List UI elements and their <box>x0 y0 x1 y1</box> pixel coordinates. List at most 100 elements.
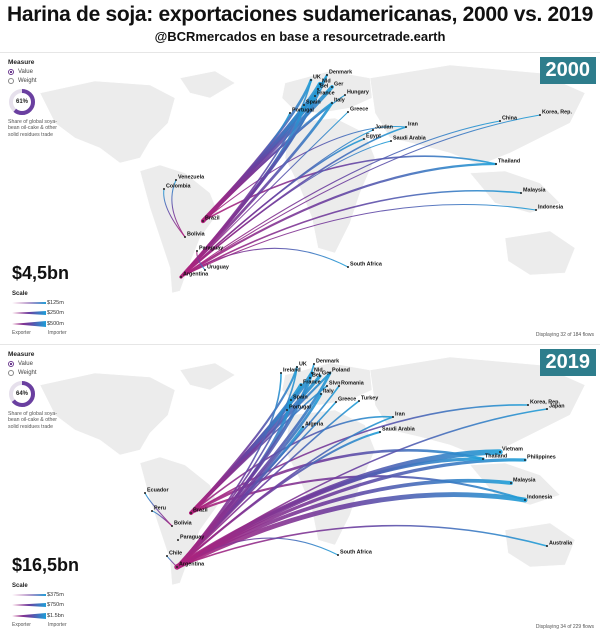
country-marker[interactable] <box>311 372 313 374</box>
trade-flow[interactable] <box>176 537 339 568</box>
trade-flow[interactable] <box>180 79 312 278</box>
radio-icon[interactable] <box>8 69 14 75</box>
radio-icon[interactable] <box>8 370 14 376</box>
trade-flow[interactable] <box>176 408 548 568</box>
trade-flow[interactable] <box>176 363 315 568</box>
trade-flow[interactable] <box>196 250 206 271</box>
country-marker[interactable] <box>290 399 292 401</box>
country-marker[interactable] <box>319 375 321 377</box>
country-marker[interactable] <box>347 111 349 113</box>
trade-flow[interactable] <box>202 125 407 222</box>
country-marker[interactable] <box>510 482 512 484</box>
country-marker[interactable] <box>546 408 548 410</box>
weight-option[interactable]: Weight <box>8 370 78 376</box>
country-marker[interactable] <box>363 138 365 140</box>
trade-flow[interactable] <box>179 162 498 279</box>
country-marker[interactable] <box>166 555 168 557</box>
trade-flow[interactable] <box>176 524 548 568</box>
country-marker[interactable] <box>546 545 548 547</box>
country-marker[interactable] <box>358 400 360 402</box>
country-marker[interactable] <box>344 94 346 96</box>
country-marker[interactable] <box>202 220 204 222</box>
country-label: Italy <box>334 98 345 104</box>
country-marker[interactable] <box>317 88 319 90</box>
country-marker[interactable] <box>535 209 537 211</box>
trade-flow[interactable] <box>180 111 349 278</box>
country-marker[interactable] <box>337 554 339 556</box>
trade-flow[interactable] <box>176 400 360 568</box>
country-marker[interactable] <box>482 458 484 460</box>
value-option[interactable]: Value <box>8 69 78 75</box>
trade-flow[interactable] <box>180 126 407 278</box>
country-marker[interactable] <box>180 276 182 278</box>
country-label: Hungary <box>347 90 369 96</box>
trade-flow[interactable] <box>163 188 186 238</box>
country-marker[interactable] <box>163 188 165 190</box>
country-marker[interactable] <box>302 426 304 428</box>
country-marker[interactable] <box>144 492 146 494</box>
country-marker[interactable] <box>190 512 192 514</box>
trade-flow[interactable] <box>180 120 501 278</box>
country-marker[interactable] <box>520 192 522 194</box>
country-marker[interactable] <box>347 266 349 268</box>
country-marker[interactable] <box>379 431 381 433</box>
trade-flow[interactable] <box>171 179 186 238</box>
weight-option[interactable]: Weight <box>8 78 78 84</box>
country-marker[interactable] <box>495 163 497 165</box>
country-marker[interactable] <box>303 104 305 106</box>
country-marker[interactable] <box>176 566 178 568</box>
trade-flow[interactable] <box>151 510 173 527</box>
country-marker[interactable] <box>286 409 288 411</box>
trade-flow[interactable] <box>180 129 374 278</box>
trade-flow[interactable] <box>189 448 485 515</box>
country-marker[interactable] <box>171 525 173 527</box>
trade-flow[interactable] <box>180 189 522 278</box>
trade-flow[interactable] <box>175 425 305 569</box>
country-marker[interactable] <box>329 372 331 374</box>
country-marker[interactable] <box>300 384 302 386</box>
country-marker[interactable] <box>338 385 340 387</box>
country-marker[interactable] <box>331 86 333 88</box>
country-marker[interactable] <box>320 393 322 395</box>
page-title: Harina de soja: exportaciones sudamerica… <box>6 3 594 26</box>
country-marker[interactable] <box>539 114 541 116</box>
value-option[interactable]: Value <box>8 361 78 367</box>
country-marker[interactable] <box>326 385 328 387</box>
country-marker[interactable] <box>390 140 392 142</box>
country-marker[interactable] <box>184 236 186 238</box>
country-marker[interactable] <box>524 459 526 461</box>
trade-flow[interactable] <box>176 416 394 568</box>
country-marker[interactable] <box>310 79 312 81</box>
country-marker[interactable] <box>326 74 328 76</box>
country-marker[interactable] <box>196 250 198 252</box>
country-marker[interactable] <box>527 404 529 406</box>
country-marker[interactable] <box>372 129 374 131</box>
country-marker[interactable] <box>524 499 526 501</box>
country-marker[interactable] <box>313 363 315 365</box>
trade-flow[interactable] <box>180 114 541 278</box>
country-marker[interactable] <box>296 366 298 368</box>
country-marker[interactable] <box>177 539 179 541</box>
country-marker[interactable] <box>204 269 206 271</box>
trade-flow[interactable] <box>180 247 349 278</box>
country-marker[interactable] <box>499 120 501 122</box>
country-marker[interactable] <box>314 95 316 97</box>
country-marker[interactable] <box>280 372 282 374</box>
trade-flow[interactable] <box>202 112 291 222</box>
country-marker[interactable] <box>331 102 333 104</box>
country-marker[interactable] <box>289 112 291 114</box>
country-marker[interactable] <box>309 377 311 379</box>
trade-flow[interactable] <box>190 415 394 514</box>
country-marker[interactable] <box>499 451 501 453</box>
trade-flow[interactable] <box>175 458 527 569</box>
country-marker[interactable] <box>405 126 407 128</box>
radio-icon[interactable] <box>8 361 14 367</box>
country-marker[interactable] <box>392 416 394 418</box>
country-marker[interactable] <box>175 179 177 181</box>
radio-icon[interactable] <box>8 78 14 84</box>
country-marker[interactable] <box>151 510 153 512</box>
country-marker[interactable] <box>335 401 337 403</box>
country-marker[interactable] <box>319 83 321 85</box>
